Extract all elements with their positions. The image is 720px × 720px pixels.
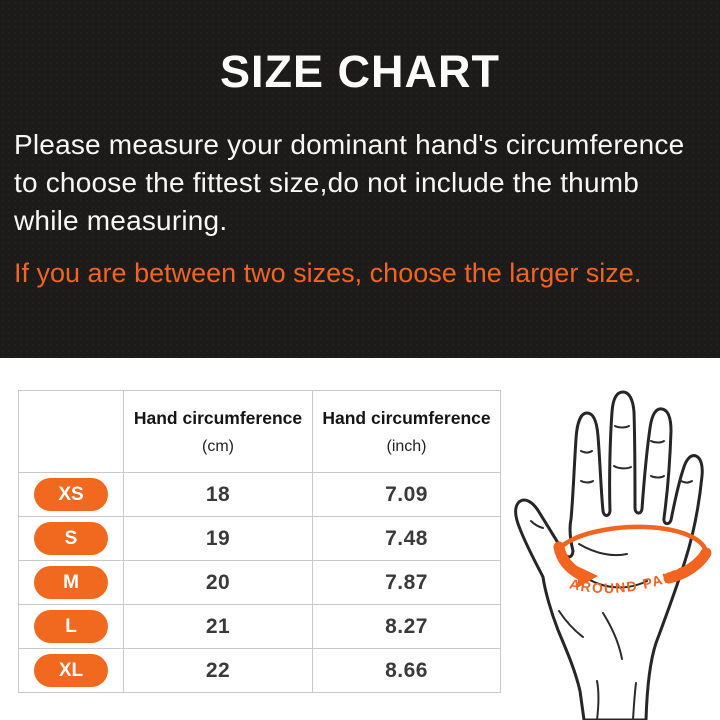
header-inch-unit: (inch) [386, 437, 427, 455]
xs-cm-value: 18 [123, 472, 313, 517]
header-cm-unit: (cm) [202, 437, 234, 455]
size-badge-s: S [34, 522, 108, 555]
size-badge-m: M [34, 566, 108, 599]
table-row-s: S 19 7.48 [18, 516, 501, 561]
table-row-xs: XS 18 7.09 [18, 472, 501, 517]
header-cm-title: Hand circumference [133, 407, 303, 428]
xs-inch-value: 7.09 [312, 472, 501, 517]
l-inch-value: 8.27 [312, 604, 501, 649]
size-table: Hand circumference (cm) Hand circumferen… [18, 390, 501, 693]
table-row-l: L 21 8.27 [18, 604, 501, 649]
m-cm-value: 20 [123, 560, 313, 605]
between-sizes-note: If you are between two sizes, choose the… [14, 258, 642, 288]
header-empty-cell [18, 390, 124, 473]
banner: SIZE CHART Please measure your dominant … [0, 0, 720, 358]
table-header-row: Hand circumference (cm) Hand circumferen… [18, 390, 501, 473]
size-badge-xs: XS [34, 478, 108, 511]
size-badge-xl: XL [34, 654, 108, 687]
size-badge-l: L [34, 610, 108, 643]
around-palm-band [553, 524, 712, 588]
header-cm-cell: Hand circumference (cm) [123, 390, 313, 473]
xl-cm-value: 22 [123, 648, 313, 693]
palm-drawing: AROUND PALM [514, 390, 712, 720]
header-inch-cell: Hand circumference (inch) [312, 390, 501, 473]
table-row-xl: XL 22 8.66 [18, 648, 501, 693]
s-inch-value: 7.48 [312, 516, 501, 561]
band-arrowhead [577, 567, 598, 588]
l-cm-value: 21 [123, 604, 313, 649]
hand-illustration: AROUND PALM [501, 381, 720, 720]
xl-inch-value: 8.66 [312, 648, 501, 693]
measure-instruction-text: Please measure your dominant hand's circ… [14, 129, 685, 236]
table-row-m: M 20 7.87 [18, 560, 501, 605]
m-inch-value: 7.87 [312, 560, 501, 605]
s-cm-value: 19 [123, 516, 313, 561]
header-inch-title: Hand circumference [322, 407, 491, 428]
page-title: SIZE CHART [220, 46, 500, 97]
